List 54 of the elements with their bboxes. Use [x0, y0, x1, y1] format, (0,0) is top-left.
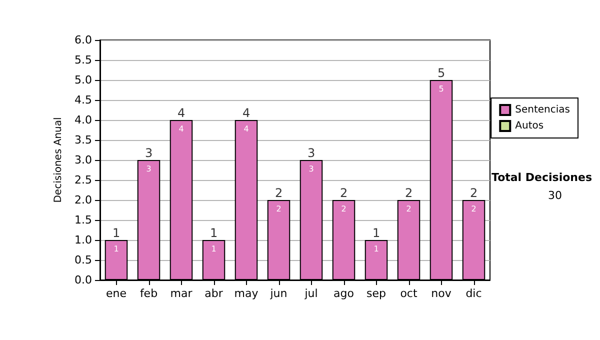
data-label: 2 [276, 204, 282, 214]
legend-label: Autos [515, 120, 544, 132]
data-label: 3 [308, 164, 314, 174]
data-label: 5 [438, 84, 444, 94]
legend-label: Sentencias [515, 104, 570, 116]
data-label: 2 [406, 204, 412, 214]
x-tick-label: sep [366, 287, 386, 300]
total-label: 2 [340, 186, 348, 200]
x-tick-label: feb [140, 287, 158, 300]
total-label: 4 [177, 106, 186, 120]
y-tick-label: 0.5 [74, 254, 92, 266]
data-label: 2 [471, 204, 476, 214]
y-axis-title: Decisiones Anual [53, 117, 64, 203]
y-tick-label: 3.0 [74, 154, 92, 166]
text: Total Decisiones [492, 171, 592, 184]
data-label: 4 [244, 124, 249, 134]
x-tick-label: mar [170, 287, 193, 300]
x-tick-label: jul [304, 287, 318, 300]
data-label: 1 [374, 244, 379, 254]
y-tick-label: 0.0 [74, 274, 92, 286]
y-tick-label: 1.5 [74, 214, 92, 226]
x-tick-label: ene [106, 287, 127, 300]
y-tick-label: 2.0 [74, 194, 92, 206]
data-label: 2 [341, 204, 346, 214]
x-tick-label: abr [204, 287, 224, 300]
total-label: 2 [274, 186, 283, 200]
total-label: 3 [307, 146, 316, 160]
data-label: 1 [114, 244, 119, 254]
data-label: 3 [146, 164, 152, 174]
y-tick-label: 3.5 [74, 134, 92, 146]
x-tick-label: ago [334, 287, 354, 300]
data-label: 1 [211, 244, 216, 254]
y-tick-label: 2.5 [74, 174, 92, 186]
y-tick-label: 5.0 [74, 74, 92, 86]
total-label: 2 [470, 186, 478, 200]
x-tick-label: jun [269, 287, 288, 300]
y-tick-label: 4.0 [74, 114, 92, 126]
y-tick-label: 4.5 [74, 94, 92, 106]
data-label: 4 [178, 124, 184, 134]
x-tick-label: oct [400, 287, 418, 300]
total-label: 2 [404, 186, 413, 200]
y-tick-label: 6.0 [74, 34, 92, 46]
total-label: 1 [112, 226, 120, 240]
y-tick-label: 1.0 [74, 234, 92, 246]
x-tick-label: dic [466, 287, 482, 300]
total-label: 4 [242, 106, 250, 120]
total-label: 3 [144, 146, 153, 160]
text: 30 [548, 189, 562, 202]
total-label: 1 [210, 226, 218, 240]
x-tick-label: may [234, 287, 259, 300]
total-label: 1 [372, 226, 380, 240]
y-tick-label: 5.5 [74, 54, 92, 66]
x-tick-label: nov [431, 287, 452, 300]
total-label: 5 [437, 66, 446, 80]
